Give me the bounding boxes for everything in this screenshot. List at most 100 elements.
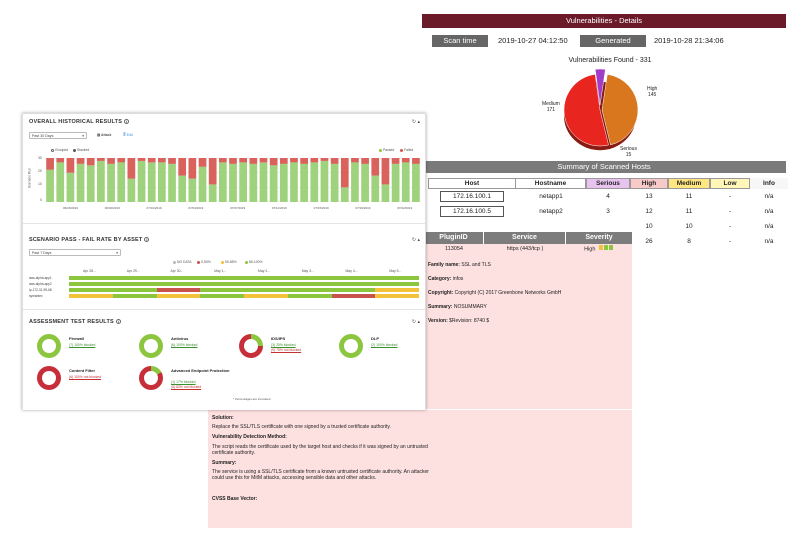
refresh-icon[interactable]: ↻ <box>411 237 417 243</box>
collapse-icon[interactable]: ▴ <box>417 319 420 325</box>
bar-failed <box>320 158 329 161</box>
severity-header: Severity <box>566 232 632 244</box>
medium-cell: 8 <box>687 238 691 245</box>
date-label: May 2... <box>258 269 271 273</box>
rate-segment <box>244 294 288 298</box>
card-controls: ↻ ▴ <box>412 119 420 125</box>
date-label: May 3... <box>301 269 314 273</box>
bar-failed <box>158 158 166 163</box>
test-result-link[interactable]: (9) 75% not blocked <box>271 348 302 352</box>
rate-segment <box>244 276 288 280</box>
bar-passed <box>46 169 54 202</box>
host-link[interactable]: 172.16.100.1 <box>440 191 504 202</box>
historical-x-axis: 06/26/2019 06/30/2019 07/01/2019 07/04/2019… <box>45 206 421 212</box>
bar-passed <box>127 178 136 202</box>
plugin-id-header: PluginID <box>424 232 484 244</box>
summary-text: The service is using a SSL/TLS certifica… <box>212 469 429 482</box>
edit-button[interactable]: ≣ Edit <box>123 133 133 137</box>
host-link[interactable]: 172.16.100.5 <box>440 206 504 217</box>
hostname-cell: netapp1 <box>539 193 563 200</box>
col-host: Host <box>428 178 516 189</box>
x-tick-label: 07/19/2019 <box>355 206 371 210</box>
bar-failed <box>188 158 197 179</box>
footnote: * Percentages are truncated <box>233 397 271 401</box>
asset-rate-bar[interactable] <box>69 276 419 280</box>
test-result-link[interactable]: (3) 25% blocked <box>271 343 296 347</box>
info-cell: n/a <box>764 193 774 200</box>
refresh-icon[interactable]: ↻ <box>411 119 417 125</box>
asset-label: ip-172-31-99-68 <box>29 288 52 292</box>
bar-failed <box>412 158 420 164</box>
col-info: Info <box>750 178 788 189</box>
summary-title: Summary of Scanned Hosts <box>422 161 786 173</box>
bar-passed <box>178 175 187 202</box>
family-line: Family name: SSL and TLS <box>428 262 491 268</box>
date-label: May 5... <box>389 269 402 273</box>
test-result-link[interactable]: (6) 100% blocked <box>171 343 198 347</box>
attack-button[interactable]: ▤ Attack <box>97 133 112 137</box>
result-donut <box>339 334 363 358</box>
vulnerability-pie-chart <box>563 68 639 151</box>
bar-passed <box>218 162 227 202</box>
rate-segment <box>112 282 157 286</box>
bar-failed <box>229 158 237 164</box>
bar-failed <box>127 158 136 179</box>
bar-passed <box>300 163 308 202</box>
rate-segment <box>156 282 201 286</box>
bar-passed <box>239 162 248 202</box>
rate-segment <box>112 288 157 292</box>
plugin-value-row: 113054 https (443/tcp ) High <box>424 244 632 254</box>
rate-segment <box>200 282 244 286</box>
bar-failed <box>381 158 390 185</box>
bar-failed <box>56 158 65 163</box>
test-result-link[interactable]: (5) 83% not blocked <box>171 385 202 389</box>
test-result-link[interactable]: (2) 100% blocked <box>371 343 398 347</box>
bar-passed <box>158 162 166 202</box>
col-serious: Serious <box>586 178 630 189</box>
test-result-link[interactable]: (6) 100% not blocked <box>69 375 102 379</box>
bar-passed <box>249 163 258 202</box>
bar-failed <box>117 158 126 163</box>
rate-segment <box>156 294 201 298</box>
report-title: Vulnerabilities - Details <box>422 14 786 28</box>
bar-passed <box>168 163 176 202</box>
collapse-icon[interactable]: ▴ <box>417 237 420 243</box>
bar-failed <box>401 158 410 163</box>
bar-passed <box>117 162 126 202</box>
rate-segment <box>156 288 201 292</box>
scenario-pass-fail-card: SCENARIO PASS - FAIL RATE BY ASSET i ↻ ▴ … <box>23 232 425 310</box>
bar-failed <box>198 158 207 167</box>
x-tick-label: 07/01/2019 <box>146 206 162 210</box>
pie-slice-medium <box>563 74 609 147</box>
range-select[interactable]: Past 30 Days ▾ <box>29 132 87 139</box>
bar-failed <box>290 158 298 163</box>
copyright-line: Copyright: Copyright (C) 2017 Greenbone … <box>428 290 562 296</box>
rate-segment <box>287 282 332 286</box>
test-result-link[interactable]: (1) 17% blocked <box>171 380 196 384</box>
test-result-link[interactable]: (7) 100% blocked <box>69 343 96 347</box>
pie-slice-high <box>601 74 639 146</box>
legend-failed: Failed <box>400 148 413 152</box>
severity-meter-icon <box>598 244 614 254</box>
historical-bar-chart <box>45 158 421 202</box>
test-name: DLP <box>371 336 379 341</box>
rate-segment <box>331 282 376 286</box>
collapse-icon[interactable]: ▴ <box>417 119 420 125</box>
grouped-option[interactable]: Grouped <box>51 148 68 152</box>
refresh-icon[interactable]: ↻ <box>411 319 417 325</box>
asset-rate-bar[interactable] <box>69 294 419 298</box>
bar-passed <box>86 165 95 202</box>
bar-failed <box>310 158 319 163</box>
stacked-option[interactable]: Stacked <box>73 148 89 152</box>
bar-passed <box>147 162 156 202</box>
range-select[interactable]: Past 7 Days ▾ <box>29 249 121 256</box>
bar-passed <box>330 163 339 202</box>
asset-rate-bar[interactable] <box>69 288 419 292</box>
hostname-cell: netapp2 <box>539 208 563 215</box>
rate-segment <box>331 276 376 280</box>
bar-failed <box>178 158 187 176</box>
high-cell: 12 <box>645 208 653 215</box>
asset-rate-bar[interactable] <box>69 282 419 286</box>
generated-value: 2019-10-28 21:34:06 <box>654 36 724 45</box>
detection-method-text: The script reads the certificate used by… <box>212 443 428 456</box>
